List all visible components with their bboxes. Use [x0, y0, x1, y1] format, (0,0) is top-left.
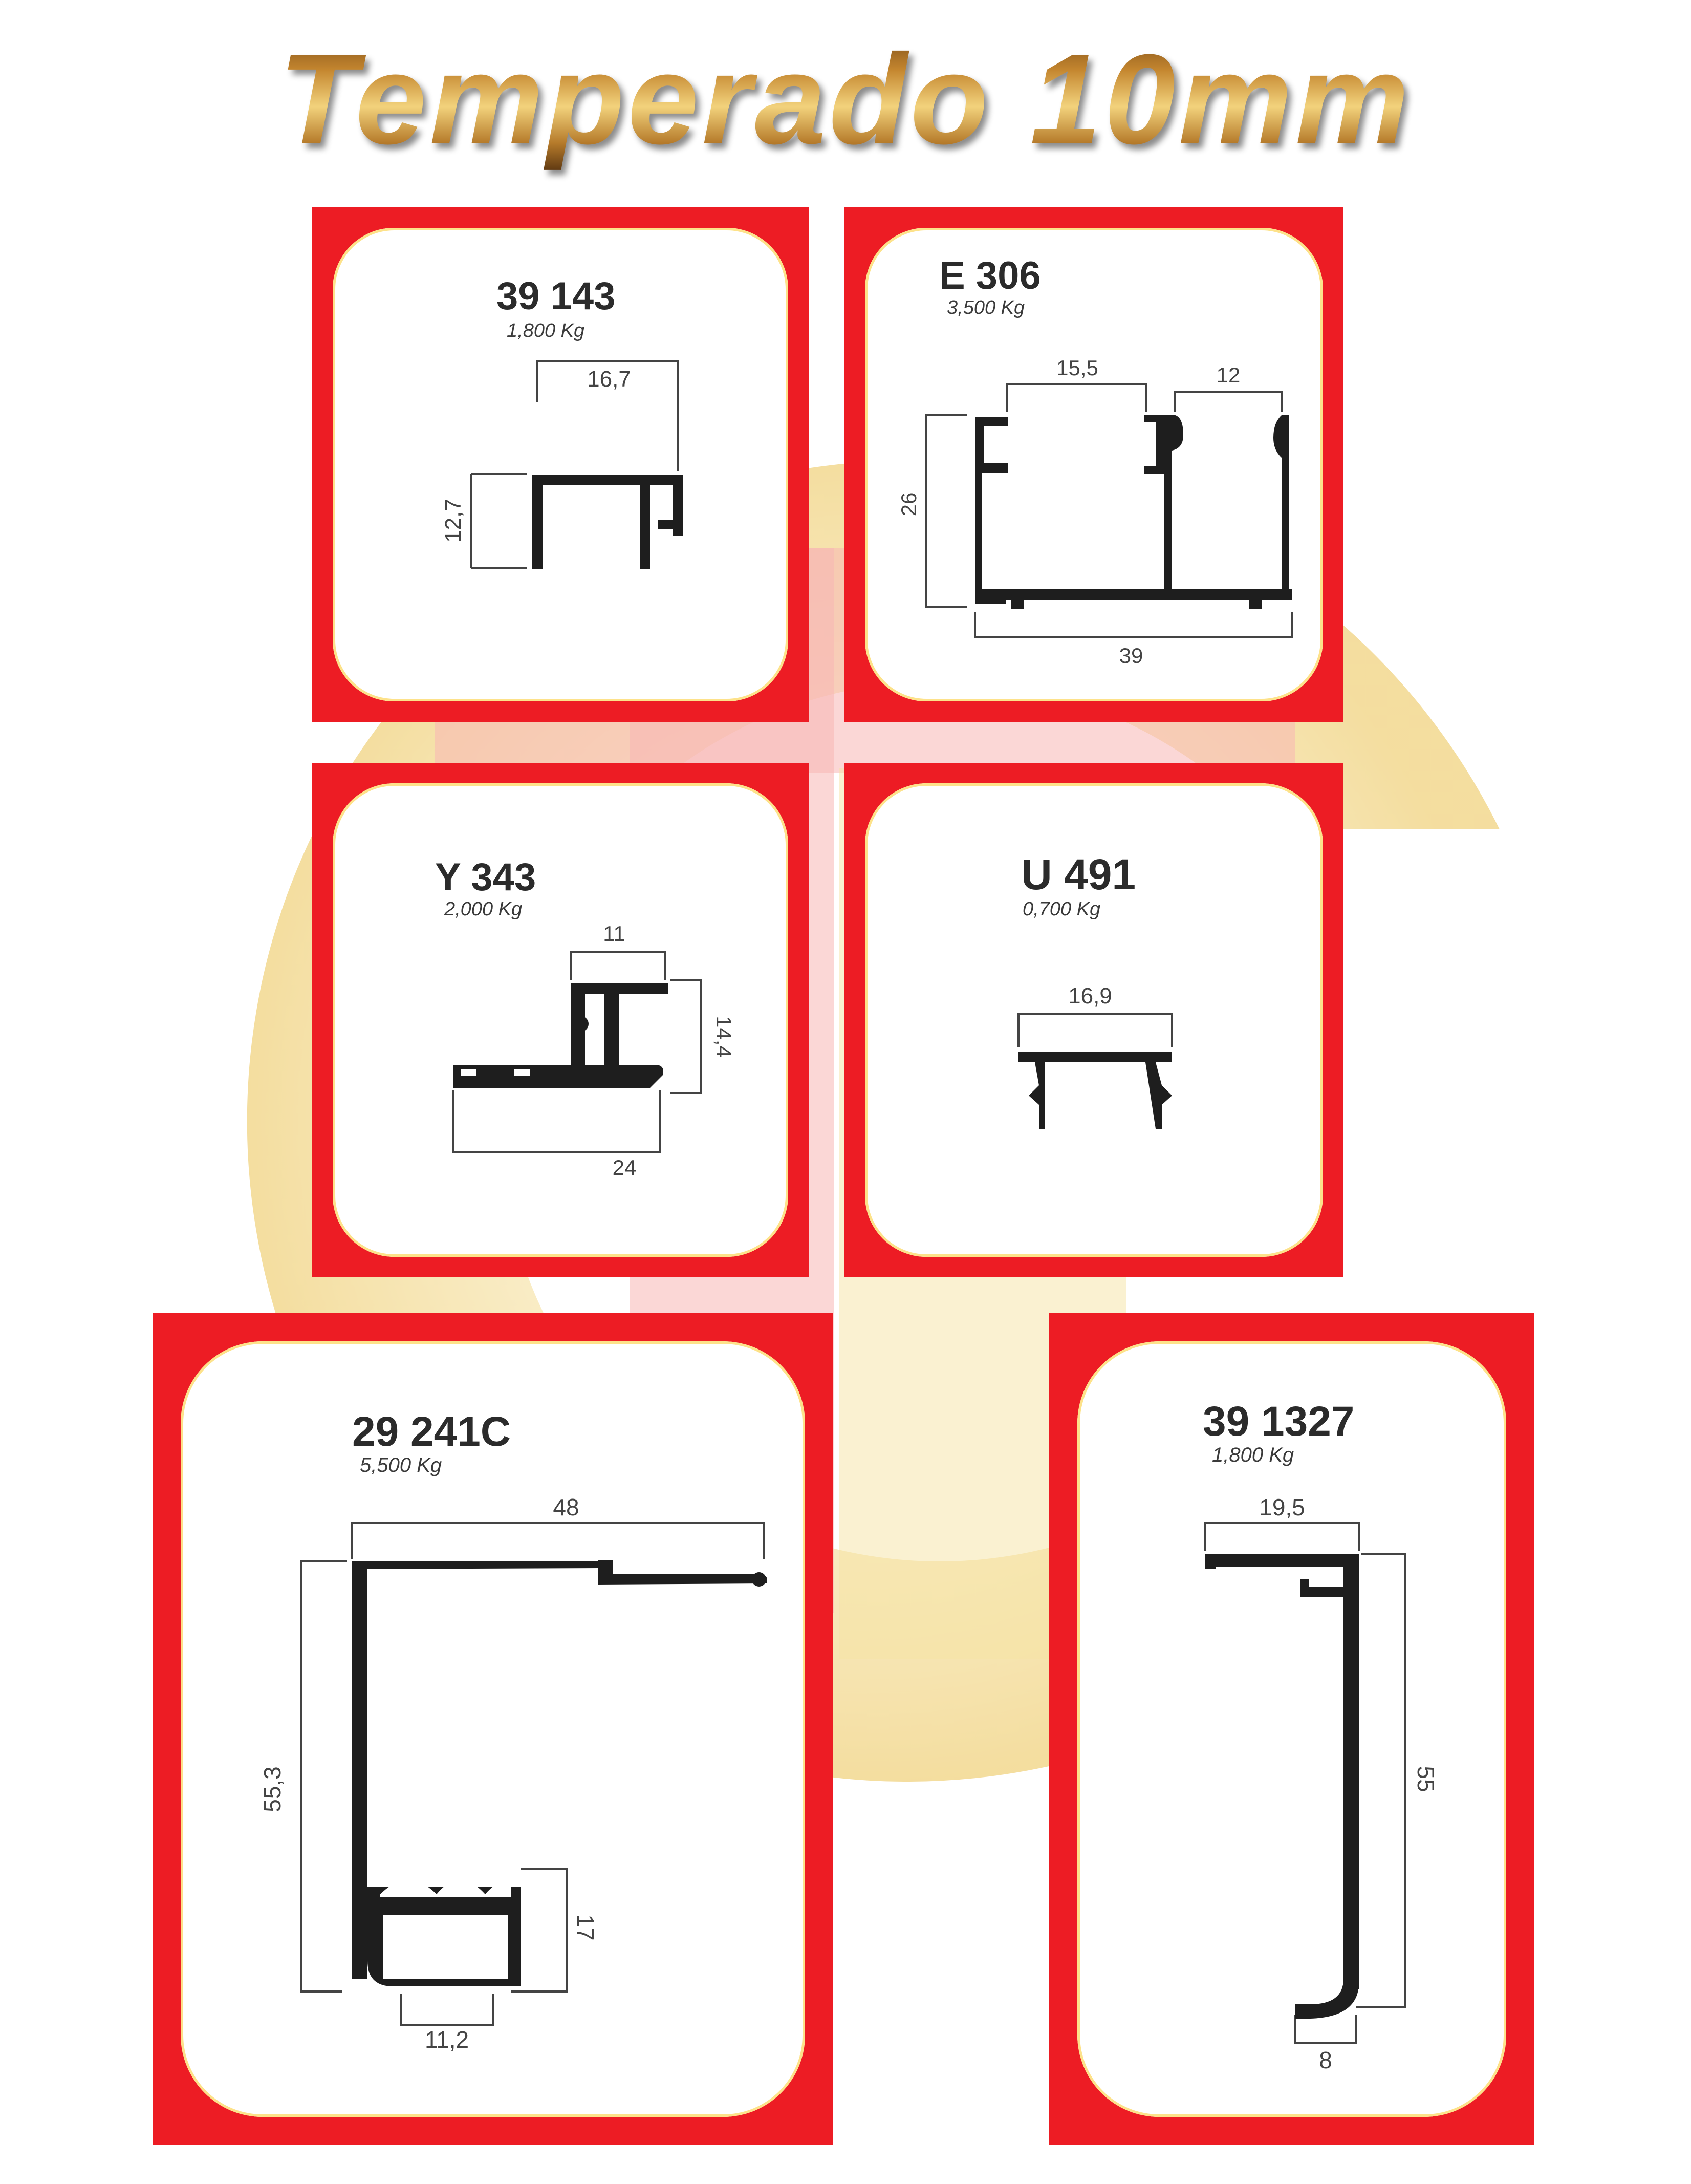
profile-u491-drawing: 16,9	[1017, 983, 1173, 1129]
dim-total: 39	[1119, 644, 1143, 668]
profile-weight: 3,500 Kg	[947, 297, 1025, 318]
profile-card-29241c: 48 55,3 17 11,2 29 241C 5,500 Kg	[153, 1313, 833, 2145]
dim-height: 14,4	[712, 1016, 736, 1058]
profile-39143-drawing: 16,7 12,7	[441, 360, 683, 569]
dim-width-top: 11	[603, 922, 625, 946]
dim-lip: 8	[1319, 2047, 1332, 2073]
profile-29241c-drawing: 48 55,3 17 11,2	[259, 1494, 767, 2053]
dim-width: 48	[553, 1494, 579, 1521]
profile-code: 39 1327	[1203, 1398, 1355, 1445]
dim-width: 16,7	[587, 367, 631, 392]
dim-inner-width: 11,2	[425, 2026, 469, 2053]
profile-card-e306: 15,5 12 26 39 E 306 3,500 Kg	[844, 207, 1343, 722]
page-title: Temperado 10mm	[0, 26, 1691, 173]
profile-weight: 2,000 Kg	[444, 898, 523, 920]
profile-weight: 0,700 Kg	[1023, 898, 1101, 920]
dim-inner-height: 17	[572, 1914, 599, 1940]
dim-width-a: 15,5	[1056, 356, 1098, 380]
profile-code: 39 143	[496, 274, 616, 318]
profile-code: E 306	[939, 254, 1041, 297]
dim-width-b: 12	[1217, 363, 1241, 387]
profile-code: 29 241C	[352, 1408, 511, 1455]
dim-width-bottom: 24	[613, 1155, 637, 1180]
profile-card-39143: 16,7 12,7 39 143 1,800 Kg	[312, 207, 809, 722]
profile-weight: 1,800 Kg	[1212, 1444, 1294, 1466]
dim-height: 26	[897, 493, 921, 517]
profile-weight: 5,500 Kg	[360, 1454, 442, 1476]
profile-e306-drawing: 15,5 12 26 39	[897, 356, 1293, 668]
dim-height: 12,7	[441, 499, 466, 543]
dim-height: 55	[1413, 1766, 1439, 1792]
dim-height: 55,3	[259, 1766, 286, 1812]
profile-code: U 491	[1021, 850, 1136, 898]
profile-card-391327: 19,5 55 8 39 1327 1,800 Kg	[1049, 1313, 1534, 2145]
profile-card-y343: 11 14,4 24 Y 343 2,000 Kg	[312, 763, 809, 1277]
profile-weight: 1,800 Kg	[507, 320, 585, 341]
dim-width: 16,9	[1068, 983, 1112, 1009]
profile-card-u491: 16,9 U 491 0,700 Kg	[844, 763, 1343, 1277]
profile-code: Y 343	[435, 855, 536, 899]
profile-391327-drawing: 19,5 55 8	[1204, 1494, 1439, 2073]
dim-width: 19,5	[1259, 1494, 1305, 1521]
profile-y343-drawing: 11 14,4 24	[452, 922, 736, 1180]
